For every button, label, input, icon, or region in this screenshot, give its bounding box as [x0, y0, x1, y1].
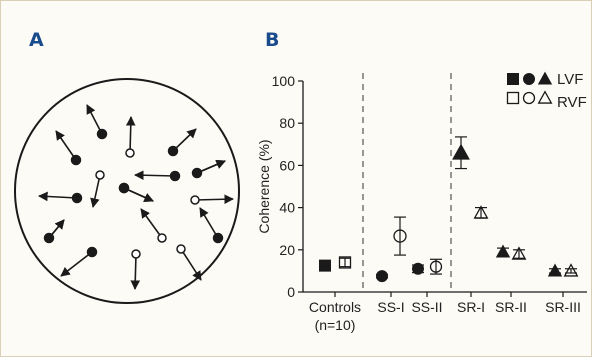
rvf-point — [473, 205, 489, 219]
legend: LVF RVF — [506, 71, 587, 111]
filled-triangle-marker — [452, 143, 470, 160]
y-axis: 0 20 40 60 80 100 Coherence (%) — [256, 73, 587, 300]
rvf-point — [429, 258, 443, 275]
y-tick-label: 80 — [279, 115, 295, 131]
panel-a-label: A — [29, 29, 44, 51]
group-dividers — [362, 73, 452, 292]
panel-b-label: B — [265, 29, 280, 51]
y-axis-label: Coherence (%) — [256, 139, 272, 233]
x-tick-label: SR-II — [495, 299, 527, 315]
legend-open-triangle — [537, 90, 553, 104]
open-triangle-marker — [473, 205, 489, 219]
legend-filled-triangle — [537, 71, 553, 85]
x-tick-labels: Controls (n=10) SS-I SS-II SR-I SR-II SR-III — [309, 292, 581, 333]
x-tick-label: SR-I — [457, 299, 485, 315]
lvf-point — [376, 270, 388, 283]
data-marks — [319, 136, 579, 283]
legend-open-square — [506, 91, 520, 105]
lvf-point — [547, 263, 563, 277]
y-tick-label: 0 — [287, 284, 295, 300]
y-tick-label: 100 — [272, 73, 296, 89]
x-tick-label: SS-I — [377, 299, 404, 315]
legend-open-circle — [522, 91, 536, 105]
rvf-point — [338, 256, 352, 269]
legend-label: LVF — [557, 71, 583, 88]
open-circle-marker — [393, 229, 407, 243]
x-tick-label: Controls — [309, 299, 361, 315]
filled-triangle-marker — [495, 244, 511, 258]
legend-filled-circle — [523, 73, 535, 85]
filled-square-marker — [319, 259, 331, 272]
rvf-point — [563, 263, 579, 277]
open-circle-marker — [429, 260, 443, 273]
x-tick-sublabel: (n=10) — [315, 317, 356, 333]
legend-filled-square — [507, 73, 519, 85]
filled-circle-marker — [376, 270, 388, 283]
lvf-point — [412, 262, 424, 275]
legend-label: RVF — [557, 94, 587, 111]
rvf-point — [511, 246, 527, 260]
filled-triangle-marker — [547, 263, 563, 277]
open-triangle-marker — [563, 263, 579, 277]
y-tick-label: 60 — [279, 157, 295, 173]
lvf-point — [319, 259, 331, 272]
x-tick-label: SS-II — [411, 299, 442, 315]
rvf-point — [393, 216, 407, 256]
y-tick-label: 40 — [279, 200, 295, 216]
lvf-point — [495, 244, 511, 258]
y-tick-label: 20 — [279, 242, 295, 258]
x-tick-label: SR-III — [545, 299, 581, 315]
open-triangle-marker — [511, 246, 527, 260]
filled-circle-marker — [412, 262, 424, 275]
open-square-marker — [338, 256, 352, 269]
lvf-point — [452, 136, 470, 170]
